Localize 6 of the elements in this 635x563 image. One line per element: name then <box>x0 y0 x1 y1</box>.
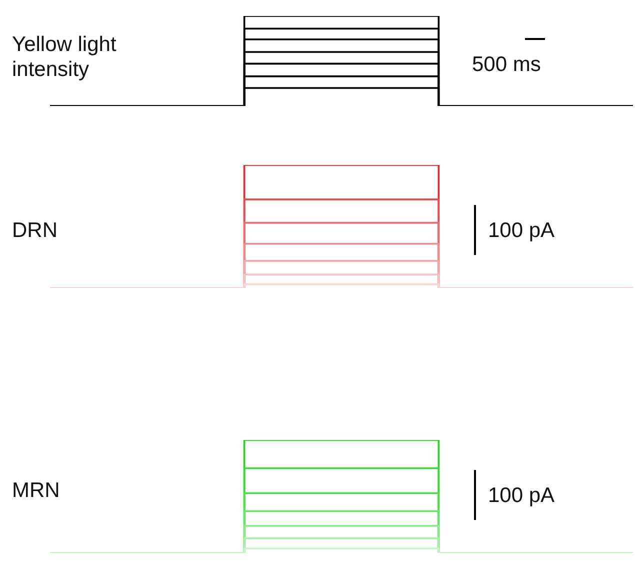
annotation: 100 pA <box>488 483 555 508</box>
y-axis-title: Yellow light intensity <box>12 32 118 82</box>
y-axis-title: MRN <box>12 478 61 503</box>
annotation: 500 ms <box>472 52 541 77</box>
y-axis-title: DRN <box>12 218 58 243</box>
annotation: 100 pA <box>488 218 555 243</box>
